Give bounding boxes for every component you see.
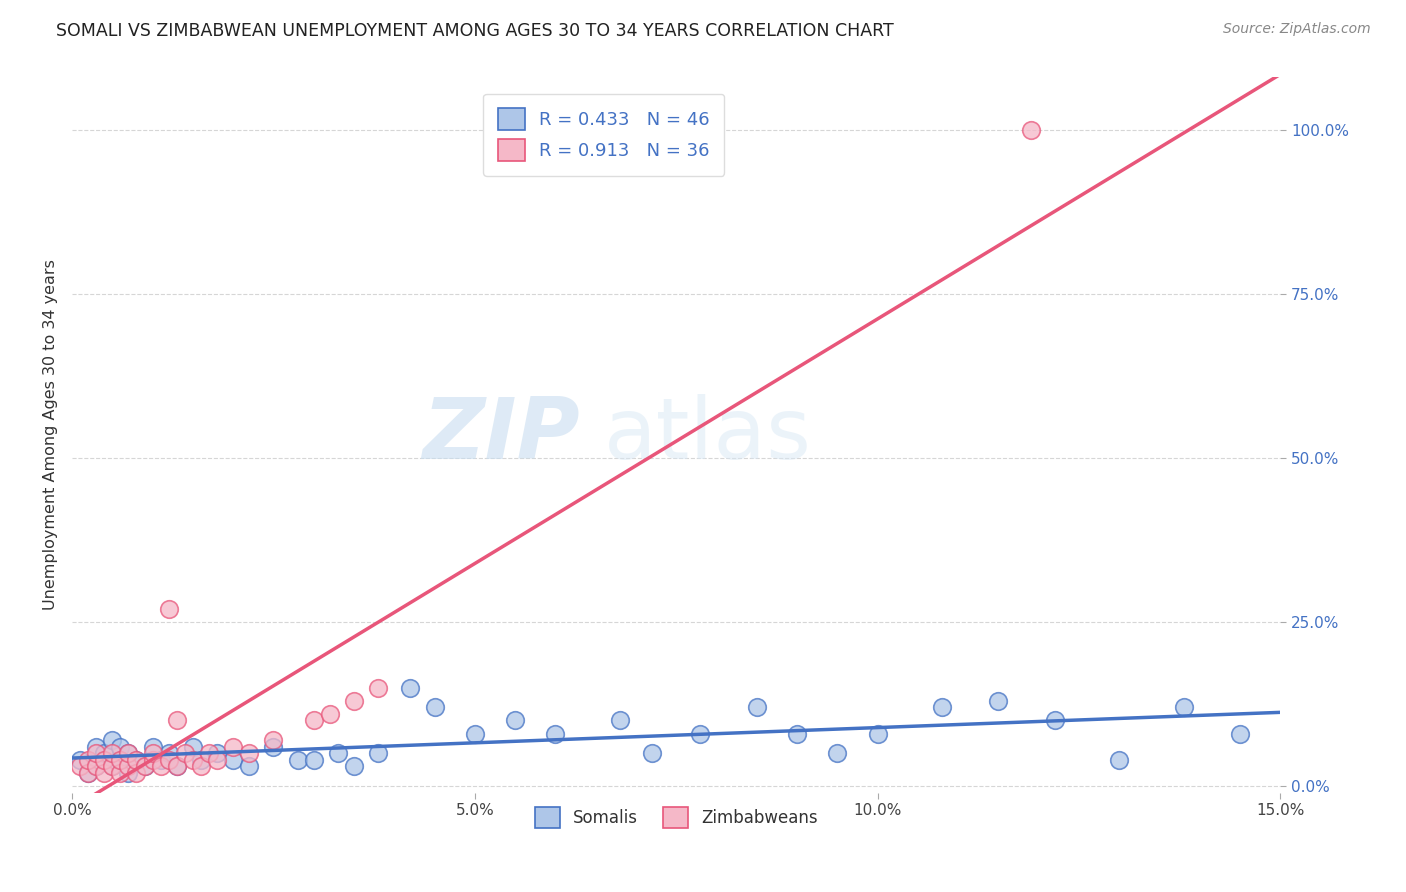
Point [262,739,284,754]
Point [84,746,107,760]
Point [117,746,139,760]
Point [110,766,132,780]
Point [1108,753,1130,767]
Point [198,746,221,760]
Point [190,759,212,773]
Point [343,694,366,708]
Point [110,753,132,767]
Point [689,726,711,740]
Point [166,759,188,773]
Point [69,753,91,767]
Text: SOMALI VS ZIMBABWEAN UNEMPLOYMENT AMONG AGES 30 TO 34 YEARS CORRELATION CHART: SOMALI VS ZIMBABWEAN UNEMPLOYMENT AMONG … [56,22,894,40]
Point [69,759,91,773]
Legend: Somalis, Zimbabweans: Somalis, Zimbabweans [527,801,824,834]
Point [866,726,889,740]
Point [166,714,188,728]
Point [205,746,228,760]
Point [157,602,180,616]
Point [77,766,100,780]
Point [101,733,124,747]
Point [181,753,204,767]
Point [166,759,188,773]
Point [110,739,132,754]
Point [93,766,115,780]
Point [287,753,309,767]
Point [544,726,567,740]
Point [326,746,349,760]
Point [302,714,325,728]
Point [641,746,664,760]
Point [157,746,180,760]
Point [125,753,148,767]
Point [157,753,180,767]
Point [77,753,100,767]
Point [786,726,808,740]
Text: atlas: atlas [603,393,811,476]
Point [125,753,148,767]
Point [262,733,284,747]
Point [142,746,165,760]
Point [142,753,165,767]
Point [464,726,486,740]
Point [117,746,139,760]
Point [101,759,124,773]
Point [399,681,422,695]
Point [93,746,115,760]
Text: Source: ZipAtlas.com: Source: ZipAtlas.com [1223,22,1371,37]
Point [149,759,172,773]
Point [110,753,132,767]
Point [117,766,139,780]
Point [987,694,1010,708]
Point [302,753,325,767]
Point [1019,123,1042,137]
Point [222,753,245,767]
Point [181,739,204,754]
Y-axis label: Unemployment Among Ages 30 to 34 years: Unemployment Among Ages 30 to 34 years [44,260,58,610]
Point [367,681,389,695]
Point [1229,726,1251,740]
Point [343,759,366,773]
Point [77,766,100,780]
Point [101,746,124,760]
Point [1173,700,1195,714]
Point [205,753,228,767]
Point [173,746,195,760]
Point [503,714,526,728]
Point [84,759,107,773]
Point [1043,714,1066,728]
Point [84,759,107,773]
Point [190,753,212,767]
Point [367,746,389,760]
Text: ZIP: ZIP [422,393,579,476]
Point [101,759,124,773]
Point [827,746,849,760]
Point [93,753,115,767]
Point [142,739,165,754]
Point [609,714,631,728]
Point [222,739,245,754]
Point [423,700,446,714]
Point [84,739,107,754]
Point [117,759,139,773]
Point [745,700,768,714]
Point [238,746,260,760]
Point [134,759,156,773]
Point [238,759,260,773]
Point [134,759,156,773]
Point [931,700,953,714]
Point [319,706,342,721]
Point [149,753,172,767]
Point [125,766,148,780]
